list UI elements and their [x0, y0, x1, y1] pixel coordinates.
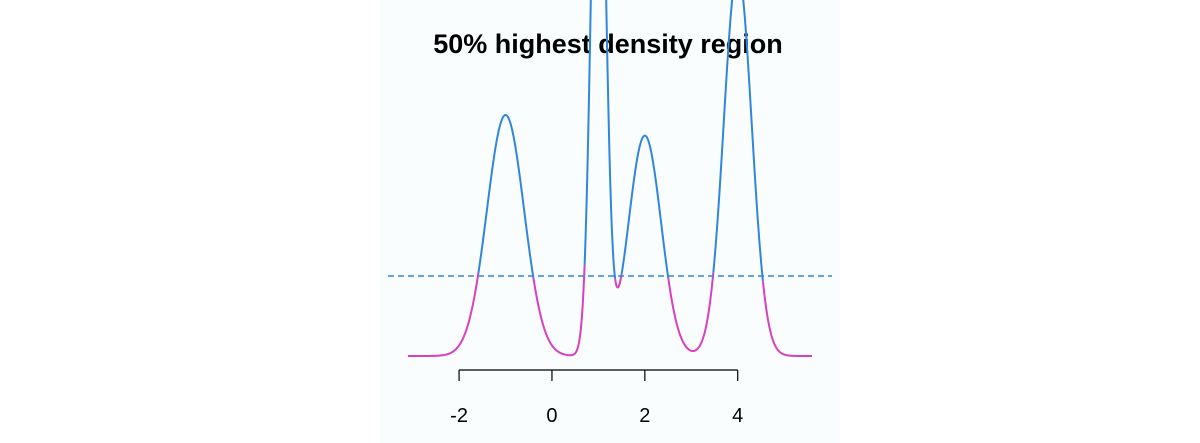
- curve-segment-outside-hdr: [667, 272, 715, 353]
- curve-segment-outside-hdr: [761, 281, 813, 357]
- curve-segment-inside-hdr: [620, 134, 670, 279]
- plot-panel: [380, 0, 840, 443]
- curve-segment-inside-hdr: [477, 113, 535, 278]
- density-curve: [407, 0, 813, 357]
- x-tick-label: 4: [732, 405, 743, 427]
- x-tick-label: 0: [546, 405, 557, 427]
- curve-segment-inside-hdr: [583, 0, 617, 280]
- curve-segment-outside-hdr: [614, 274, 623, 289]
- x-axis: -2 0 2 4: [450, 369, 743, 427]
- curve-segment-outside-hdr: [407, 272, 480, 357]
- curve-segment-inside-hdr: [712, 0, 764, 282]
- x-tick-label: -2: [450, 405, 468, 427]
- curve-segment-outside-hdr: [532, 265, 586, 357]
- x-tick-label: 2: [639, 405, 650, 427]
